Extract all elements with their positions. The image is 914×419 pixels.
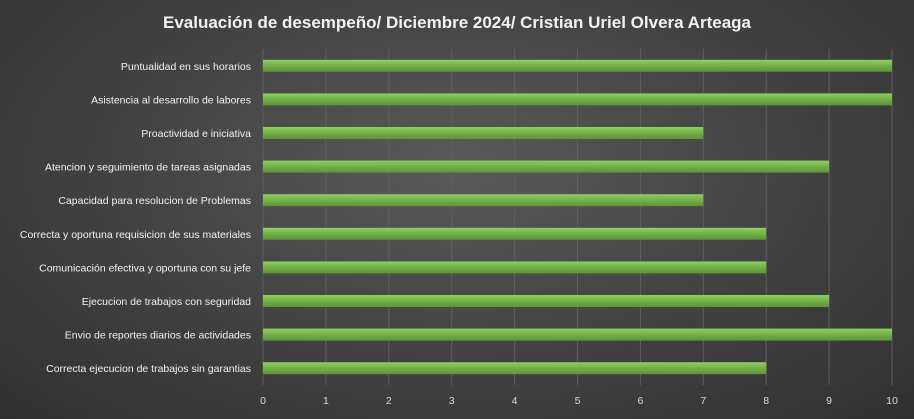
bar: [263, 127, 704, 139]
x-axis-ticks: 0 1 2 3 4 5 6 7 8 9 10: [260, 395, 898, 407]
category-label: Envio de reportes diarios de actividades: [65, 330, 251, 342]
category-label: Proactividad e iniciativa: [141, 128, 251, 140]
chart-title: Evaluación de desempeño/ Diciembre 2024/…: [163, 13, 752, 32]
bar: [263, 227, 767, 240]
category-label: Correcta y oportuna requisicion de sus m…: [20, 229, 251, 241]
bar: [263, 362, 767, 375]
bar: [263, 328, 892, 341]
category-label: Capacidad para resolucion de Problemas: [58, 195, 251, 207]
bars: [263, 59, 892, 375]
bar: [263, 160, 830, 173]
bar: [263, 59, 892, 72]
x-tick-label: 10: [886, 395, 898, 407]
x-tick-label: 1: [323, 395, 329, 407]
category-label: Ejecucion de trabajos con seguridad: [82, 296, 251, 308]
x-tick-label: 0: [260, 395, 266, 407]
category-label: Comunicación efectiva y oportuna con su …: [39, 262, 251, 274]
x-tick-label: 4: [512, 395, 518, 407]
x-tick-label: 8: [763, 395, 769, 407]
x-tick-label: 6: [637, 395, 643, 407]
bar: [263, 194, 704, 207]
x-tick-label: 2: [386, 395, 392, 407]
bar: [263, 93, 892, 106]
category-labels: Puntualidad en sus horarios Asistencia al…: [20, 61, 251, 375]
x-tick-label: 5: [575, 395, 581, 407]
category-label: Correcta ejecucion de trabajos sin garan…: [46, 363, 251, 375]
bar: [263, 295, 830, 307]
bar: [263, 261, 767, 274]
category-label: Asistencia al desarrollo de labores: [91, 94, 251, 106]
x-tick-label: 7: [700, 395, 706, 407]
x-tick-label: 9: [826, 395, 832, 407]
category-label: Atencion y seguimiento de tareas asignad…: [45, 162, 251, 174]
category-label: Puntualidad en sus horarios: [121, 61, 251, 73]
x-tick-label: 3: [449, 395, 455, 407]
